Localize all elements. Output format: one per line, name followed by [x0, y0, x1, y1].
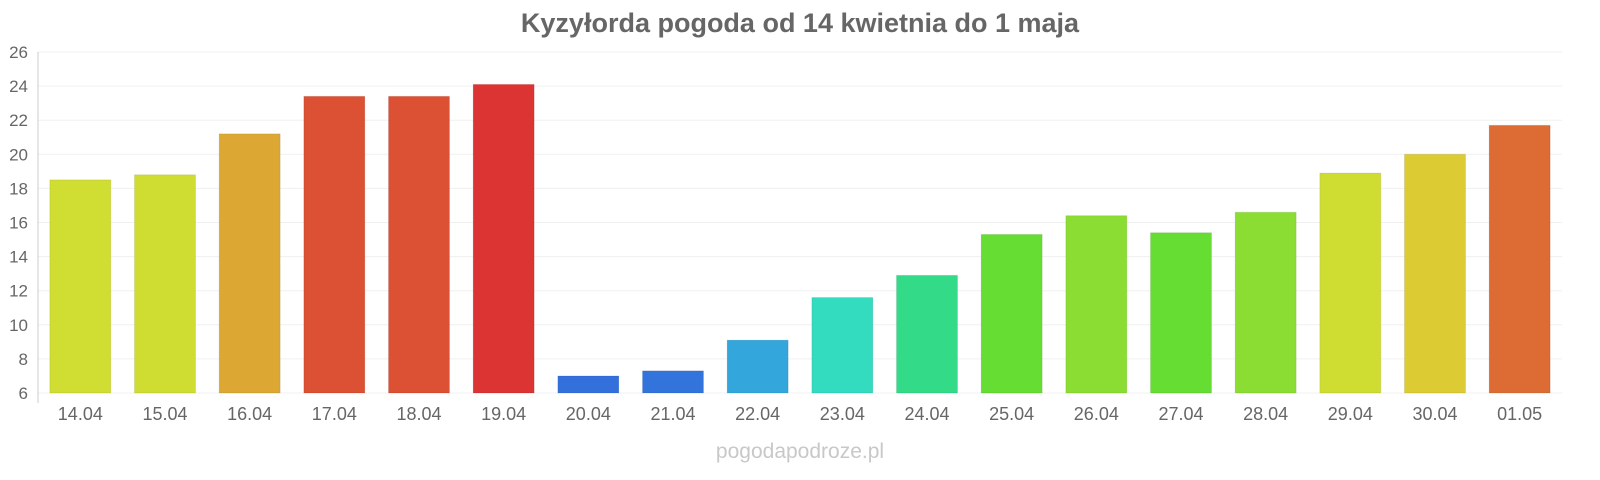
x-tick-label: 20.04 [566, 404, 611, 424]
bar-21.04 [642, 370, 704, 394]
bar-25.04 [980, 233, 1043, 394]
watermark-footer: pogodapodroze.pl [715, 440, 885, 463]
x-tick-label: 17.04 [312, 404, 357, 424]
chart-title: Kyzyłorda pogoda od 14 kwietnia do 1 maj… [520, 8, 1080, 38]
x-tick-label: 28.04 [1243, 404, 1288, 424]
bar-23.04 [811, 297, 874, 394]
x-tick-label: 29.04 [1328, 404, 1373, 424]
bar-14.04 [49, 179, 112, 394]
x-tick-label: 14.04 [58, 404, 103, 424]
bar-17.04 [303, 95, 366, 394]
y-tick-label: 20 [9, 145, 28, 164]
x-tick-label: 16.04 [227, 404, 272, 424]
bar-18.04 [388, 95, 450, 394]
bar-15.04 [134, 174, 196, 394]
y-tick-label: 24 [9, 77, 28, 96]
y-tick-label: 10 [9, 316, 28, 335]
bar-24.04 [896, 274, 958, 394]
bar-29.04 [1319, 172, 1382, 394]
bar-26.04 [1065, 215, 1128, 394]
x-tick-label: 24.04 [904, 404, 949, 424]
x-tick-label: 18.04 [396, 404, 441, 424]
bar-20.04 [557, 375, 620, 394]
x-tick-label: 22.04 [735, 404, 780, 424]
bar-01.05 [1488, 124, 1551, 394]
x-tick-label: 01.05 [1497, 404, 1542, 424]
bar-28.04 [1234, 211, 1297, 394]
bar-16.04 [218, 133, 281, 394]
x-tick-label: 30.04 [1412, 404, 1457, 424]
y-tick-label: 16 [9, 214, 28, 233]
x-tick-label: 21.04 [650, 404, 695, 424]
bar-19.04 [472, 83, 535, 394]
x-tick-label: 23.04 [820, 404, 865, 424]
x-tick-label: 19.04 [481, 404, 526, 424]
bar-30.04 [1404, 153, 1466, 394]
y-tick-label: 26 [9, 43, 28, 62]
x-tick-label: 25.04 [989, 404, 1034, 424]
bar-22.04 [726, 339, 789, 394]
y-tick-label: 12 [9, 282, 28, 301]
y-tick-label: 22 [9, 111, 28, 130]
y-tick-label: 14 [9, 248, 28, 267]
y-tick-label: 18 [9, 179, 28, 198]
y-tick-label: 8 [19, 350, 28, 369]
x-tick-label: 27.04 [1158, 404, 1203, 424]
x-tick-label: 26.04 [1074, 404, 1119, 424]
y-tick-label: 6 [19, 384, 28, 403]
bar-27.04 [1150, 232, 1212, 394]
x-tick-label: 15.04 [142, 404, 187, 424]
